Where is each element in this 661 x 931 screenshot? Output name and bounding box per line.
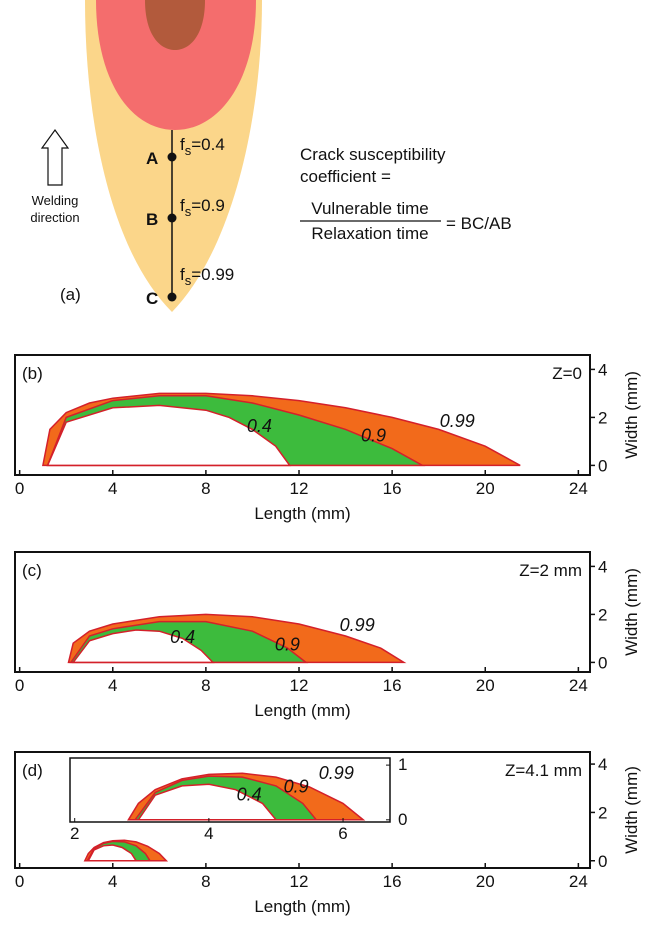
plot-area: 0.99 0.9 0.4 (41, 392, 521, 467)
fs-label: fs=0.4 (180, 135, 225, 158)
x-axis-title: Length (mm) (254, 701, 350, 720)
formula-text: coefficient = (300, 167, 391, 186)
plot-area: 0.99 0.9 0.4 (67, 613, 407, 664)
y-tick-label: 2 (598, 408, 607, 427)
panel-label: (c) (22, 561, 42, 580)
plot-area (83, 839, 169, 862)
x-tick-label: 12 (290, 479, 309, 498)
y-tick-label: 0 (398, 810, 407, 829)
contour-label: 0.4 (247, 416, 272, 436)
x-tick-label: 0 (15, 676, 24, 695)
contour-label: 0.9 (275, 634, 300, 654)
contour-label: 0.99 (440, 411, 475, 431)
core-zone (145, 0, 205, 50)
contour-label: 0.99 (340, 615, 375, 635)
contour-area (46, 404, 292, 467)
y-tick-label: 0 (598, 456, 607, 475)
y-tick-label: 1 (398, 755, 407, 774)
contour-area (87, 844, 138, 862)
x-tick-label: 4 (204, 824, 213, 843)
x-axis-title: Length (mm) (254, 897, 350, 916)
formula-text: Crack susceptibility (300, 145, 446, 164)
x-axis-title: Length (mm) (254, 504, 350, 523)
inset-frame (69, 757, 391, 823)
point (167, 292, 177, 302)
annotation: Z=4.1 mm (505, 761, 582, 780)
x-tick-label: 16 (383, 872, 402, 891)
point (167, 152, 177, 162)
contour-area (71, 629, 215, 664)
y-tick-label: 4 (598, 360, 607, 379)
x-tick-label: 12 (290, 676, 309, 695)
contour-area (136, 783, 278, 821)
point-label: B (146, 210, 158, 229)
panel-label: (d) (22, 761, 43, 780)
annotation: Z=2 mm (519, 561, 582, 580)
x-tick-label: 16 (383, 479, 402, 498)
formula-denominator: Relaxation time (311, 224, 428, 243)
x-tick-label: 24 (569, 676, 588, 695)
y-axis-title: Width (mm) (622, 766, 641, 854)
x-tick-label: 20 (476, 479, 495, 498)
fs-label: fs=0.9 (180, 196, 225, 219)
contour-label: 0.99 (319, 763, 354, 783)
point (167, 213, 177, 223)
plot-frame (14, 354, 591, 476)
point-label: C (146, 289, 158, 308)
y-tick-label: 0 (598, 852, 607, 871)
contour-label: 0.9 (284, 776, 309, 796)
direction-arrow (40, 128, 70, 186)
y-axis-title: Width (mm) (622, 568, 641, 656)
x-tick-label: 24 (569, 872, 588, 891)
fs-label: fs=0.99 (180, 265, 234, 288)
x-tick-label: 0 (15, 479, 24, 498)
direction-label: Welding (32, 193, 79, 208)
y-tick-label: 4 (598, 755, 607, 774)
annotation: Z=0 (552, 364, 582, 383)
x-tick-label: 4 (108, 872, 117, 891)
contour-label: 0.9 (361, 425, 386, 445)
x-tick-label: 4 (108, 676, 117, 695)
panel-a: A B C fs=0.4 fs=0.9 fs=0.99 Welding dire… (30, 0, 512, 312)
x-tick-label: 0 (15, 872, 24, 891)
panel-label: (a) (60, 285, 81, 304)
y-tick-label: 0 (598, 653, 607, 672)
point-label: A (146, 149, 158, 168)
x-tick-label: 6 (338, 824, 347, 843)
y-tick-label: 2 (598, 803, 607, 822)
plot-frame (14, 751, 591, 869)
x-tick-label: 20 (476, 676, 495, 695)
y-tick-label: 2 (598, 605, 607, 624)
plot-area: 0.99 0.9 0.4 (127, 763, 366, 821)
x-tick-label: 4 (108, 479, 117, 498)
liquid-zone (96, 0, 256, 130)
y-tick-label: 4 (598, 557, 607, 576)
x-tick-label: 8 (201, 479, 210, 498)
y-axis-title: Width (mm) (622, 371, 641, 459)
x-tick-label: 16 (383, 676, 402, 695)
direction-label: direction (30, 210, 79, 225)
x-tick-label: 8 (201, 872, 210, 891)
formula-result: = BC/AB (446, 214, 512, 233)
x-tick-label: 12 (290, 872, 309, 891)
panel-label: (b) (22, 364, 43, 383)
x-tick-label: 2 (70, 824, 79, 843)
x-tick-label: 20 (476, 872, 495, 891)
contour-label: 0.4 (170, 627, 195, 647)
x-tick-label: 24 (569, 479, 588, 498)
contour-label: 0.4 (237, 785, 262, 805)
formula-numerator: Vulnerable time (311, 199, 429, 218)
plot-frame (14, 551, 591, 673)
x-tick-label: 8 (201, 676, 210, 695)
